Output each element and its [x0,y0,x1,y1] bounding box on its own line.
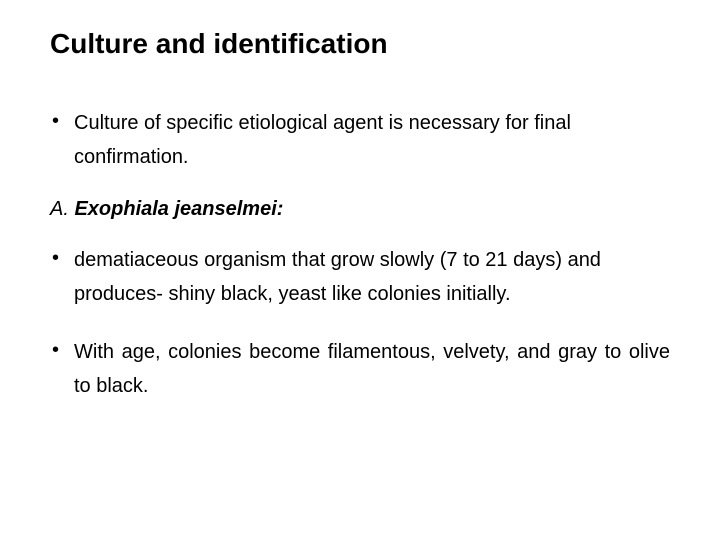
bullet-text-2: dematiaceous organism that grow slowly (… [74,243,670,311]
bullet-item-2: • dematiaceous organism that grow slowly… [50,243,670,311]
slide: Culture and identification • Culture of … [0,0,720,540]
bullet-text-3: With age, colonies become filamentous, v… [74,335,670,403]
bullet-marker-icon: • [50,335,74,365]
bullet-item-1: • Culture of specific etiological agent … [50,106,670,174]
bullet-text-1: Culture of specific etiological agent is… [74,106,670,174]
bullet-item-3: • With age, colonies become filamentous,… [50,335,670,403]
slide-title: Culture and identification [50,28,670,60]
bullet-marker-icon: • [50,243,74,273]
subheading: A. Exophiala jeanselmei: [50,198,670,221]
bullet-marker-icon: • [50,106,74,136]
subheading-label: A. [50,198,74,220]
subheading-name: Exophiala jeanselmei: [74,198,283,220]
